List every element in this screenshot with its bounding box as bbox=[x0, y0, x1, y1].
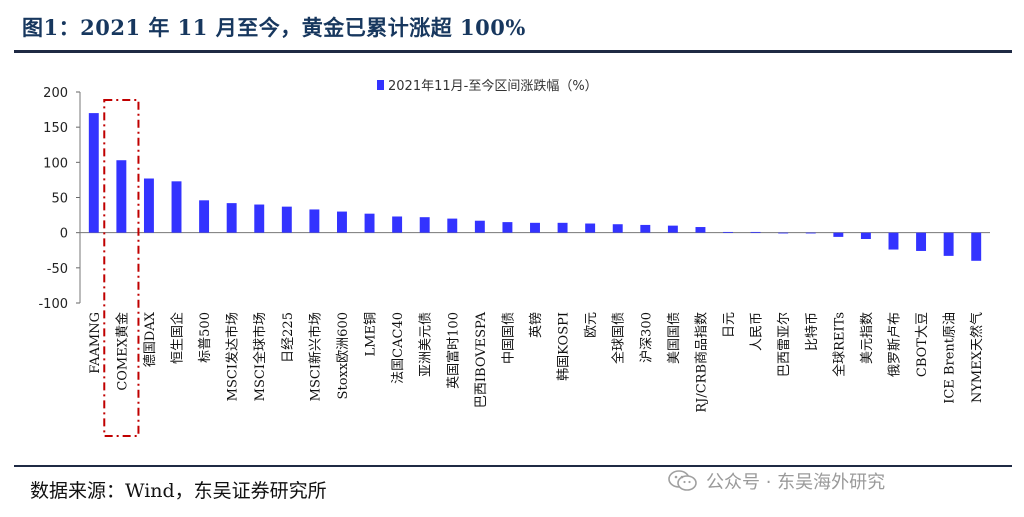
bar-14 bbox=[447, 218, 458, 233]
category-label: 标普500 bbox=[198, 312, 213, 363]
category-label: 全球REITs bbox=[831, 312, 847, 377]
bar-33 bbox=[971, 232, 982, 261]
category-label: 亚洲美元债 bbox=[419, 312, 434, 377]
bar-5 bbox=[199, 200, 210, 233]
y-tick-label: 200 bbox=[43, 86, 68, 101]
y-tick-label: 150 bbox=[43, 121, 68, 136]
wechat-icon bbox=[668, 470, 697, 491]
bar-17 bbox=[530, 222, 540, 233]
bar-7 bbox=[254, 204, 265, 233]
bar-22 bbox=[667, 225, 678, 233]
category-label: 巴西IBOVESPA bbox=[474, 311, 489, 408]
category-label: ICE Brent原油 bbox=[943, 312, 958, 404]
bar-chart: 2021年11月-至今区间涨跌幅（%） 200 150 100 50 0 -50 -100 FA… bbox=[38, 78, 990, 437]
y-tick-label: 50 bbox=[51, 192, 68, 207]
bar-3 bbox=[143, 178, 154, 233]
bar-13 bbox=[419, 217, 430, 233]
category-label: 中国国债 bbox=[501, 312, 516, 364]
y-tick-label: -50 bbox=[47, 262, 68, 277]
bar-31 bbox=[916, 232, 927, 251]
category-label: LME铜 bbox=[364, 312, 379, 356]
y-tick-label: 100 bbox=[43, 156, 68, 171]
category-label: COMEX黄金 bbox=[114, 312, 130, 391]
bar-29 bbox=[860, 232, 871, 239]
bar-12 bbox=[392, 216, 403, 233]
category-label: 日元 bbox=[722, 312, 737, 338]
footer-divider bbox=[14, 465, 1012, 467]
bar-15 bbox=[474, 220, 485, 233]
y-tick-label: 0 bbox=[60, 227, 68, 242]
category-label: 美元指数 bbox=[860, 312, 875, 364]
category-label: 俄罗斯卢布 bbox=[886, 312, 902, 377]
category-label: 全球国债 bbox=[611, 312, 627, 364]
category-label: 英镑 bbox=[528, 312, 544, 338]
bar-20 bbox=[612, 224, 623, 233]
bar-27 bbox=[805, 232, 816, 234]
category-label: MSCI发达市场 bbox=[225, 312, 241, 401]
bar-28 bbox=[833, 232, 844, 237]
category-label: 欧元 bbox=[584, 312, 599, 338]
legend-swatch bbox=[377, 80, 384, 90]
category-label: MSCI新兴市场 bbox=[307, 312, 323, 401]
category-label: Stoxx欧洲600 bbox=[336, 312, 351, 399]
bar-18 bbox=[557, 222, 568, 233]
bar-9 bbox=[309, 209, 320, 233]
bar-10 bbox=[337, 211, 347, 233]
bar-30 bbox=[888, 232, 899, 250]
category-label: 人民币 bbox=[750, 312, 765, 351]
category-label: 比特币 bbox=[805, 312, 820, 351]
bar-6 bbox=[226, 203, 237, 233]
bar-24 bbox=[723, 231, 733, 233]
highlight-box bbox=[103, 99, 140, 437]
category-label: 日经225 bbox=[281, 312, 296, 363]
category-label: 德国DAX bbox=[143, 311, 158, 367]
bar-2 bbox=[116, 160, 127, 233]
bar-19 bbox=[585, 223, 596, 233]
bar-1 bbox=[88, 113, 99, 233]
category-label: 沪深300 bbox=[638, 312, 654, 363]
category-label: 法国CAC40 bbox=[391, 312, 406, 384]
bar-11 bbox=[364, 213, 375, 233]
category-label: 韩国KOSPI bbox=[557, 312, 572, 381]
category-label: 美国国债 bbox=[667, 312, 682, 364]
bar-23 bbox=[695, 227, 706, 233]
source-note: 数据来源：Wind，东吴证券研究所 bbox=[30, 480, 327, 502]
category-label: 巴西雷亚尔 bbox=[777, 312, 792, 377]
category-label: 英国富时100 bbox=[445, 312, 461, 389]
watermark-text: 公众号 · 东吴海外研究 bbox=[706, 472, 886, 493]
bar-21 bbox=[640, 224, 651, 233]
title-divider bbox=[14, 50, 1012, 53]
legend-label: 2021年11月-至今区间涨跌幅（%） bbox=[388, 78, 598, 94]
category-label: 恒生国企 bbox=[170, 312, 186, 364]
bar-25 bbox=[750, 231, 761, 233]
category-label: FAAMNG bbox=[88, 312, 103, 374]
bar-26 bbox=[778, 232, 789, 234]
bar-32 bbox=[943, 232, 954, 256]
bar-4 bbox=[171, 181, 182, 233]
page-title: 图1：2021 年 11 月至今，黄金已累计涨超 100% bbox=[22, 15, 526, 40]
bar-16 bbox=[502, 222, 513, 233]
watermark: 公众号 · 东吴海外研究 bbox=[668, 468, 885, 494]
y-tick-label: -100 bbox=[38, 297, 68, 312]
bar-8 bbox=[281, 206, 292, 233]
category-label: CBOT大豆 bbox=[915, 312, 930, 377]
category-label: NYMEX天然气 bbox=[969, 312, 985, 403]
category-label: RJ/CRB商品指数 bbox=[694, 312, 709, 413]
category-label: MSCI全球市场 bbox=[252, 312, 268, 401]
